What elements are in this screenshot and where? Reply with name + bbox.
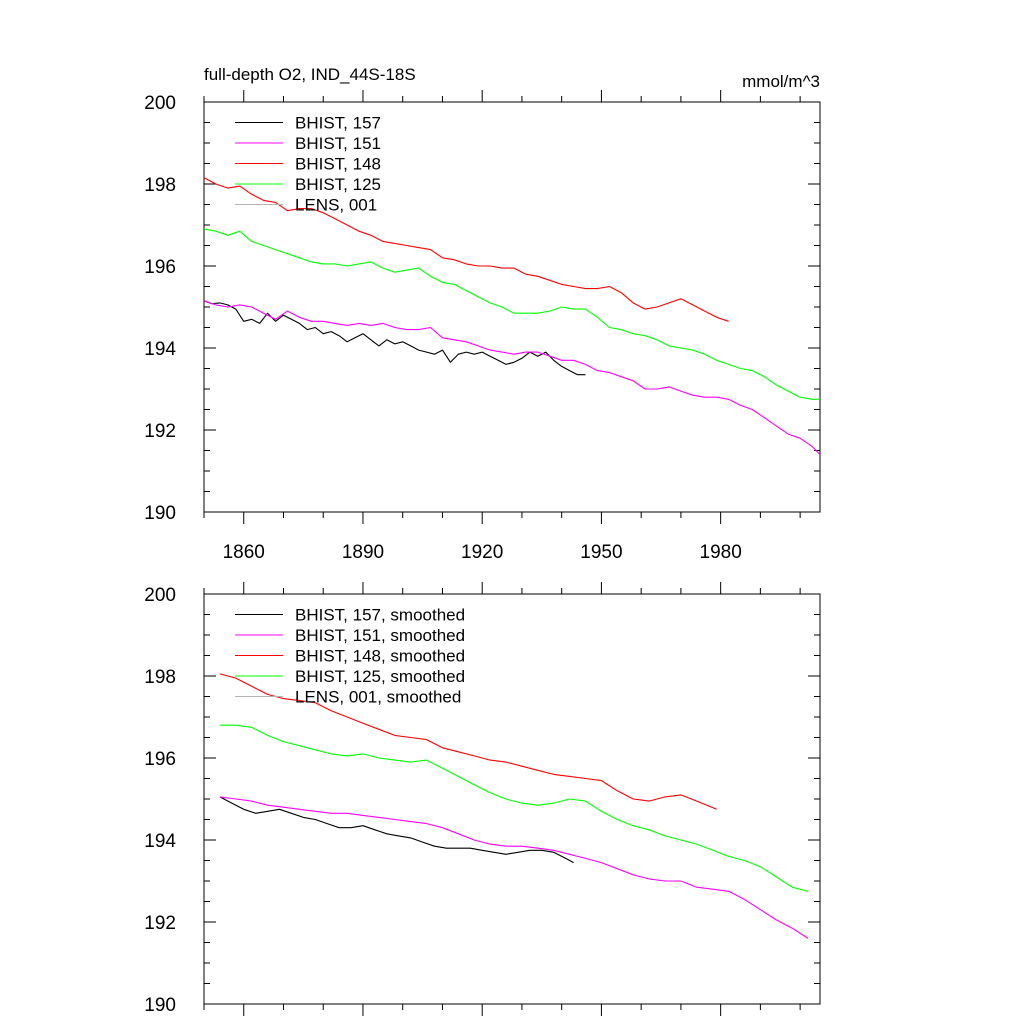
series-line-1	[203, 300, 821, 455]
y-tick-label: 198	[144, 667, 176, 688]
series-line-3	[203, 228, 820, 400]
legend-label: BHIST, 157, smoothed	[295, 606, 465, 625]
x-tick-label: 1980	[700, 542, 742, 563]
legend-label: BHIST, 151, smoothed	[295, 626, 465, 645]
legend-label: BHIST, 148, smoothed	[295, 647, 465, 666]
legend-label: BHIST, 151	[295, 134, 381, 153]
y-tick-label: 196	[144, 257, 176, 278]
y-tick-label: 192	[144, 421, 176, 442]
x-tick-label: 1950	[580, 542, 622, 563]
legend-label: BHIST, 125, smoothed	[295, 667, 465, 686]
series-line-3	[219, 724, 809, 892]
legend-label: BHIST, 157	[295, 114, 381, 133]
y-tick-label: 190	[144, 995, 176, 1016]
y-tick-label: 194	[144, 831, 176, 852]
y-tick-label: 198	[144, 175, 176, 196]
series-line-2	[219, 673, 717, 810]
y-tick-label: 192	[144, 913, 176, 934]
legend-label: LENS, 001	[295, 196, 377, 215]
legend-label: LENS, 001, smoothed	[295, 688, 461, 707]
legend-label: BHIST, 125	[295, 175, 381, 194]
series-line-0	[219, 796, 574, 864]
series-line-1	[219, 796, 809, 939]
y-tick-label: 200	[144, 585, 176, 606]
y-tick-label: 194	[144, 339, 176, 360]
x-tick-label: 1920	[461, 542, 503, 563]
units-label: mmol/m^3	[742, 72, 820, 91]
y-tick-label: 190	[144, 503, 176, 524]
chart-title: full-depth O2, IND_44S-18S	[204, 65, 416, 84]
legend-label: BHIST, 148	[295, 155, 381, 174]
top-panel: 190 192 194 196 198 200 1860 1890 1920 1950 1980 fu…	[144, 65, 821, 563]
y-tick-label: 200	[144, 93, 176, 114]
x-tick-label: 1860	[223, 542, 265, 563]
series-line-0	[203, 300, 586, 376]
x-tick-label: 1890	[342, 542, 384, 563]
y-tick-label: 196	[144, 749, 176, 770]
series-line-2	[203, 177, 729, 322]
